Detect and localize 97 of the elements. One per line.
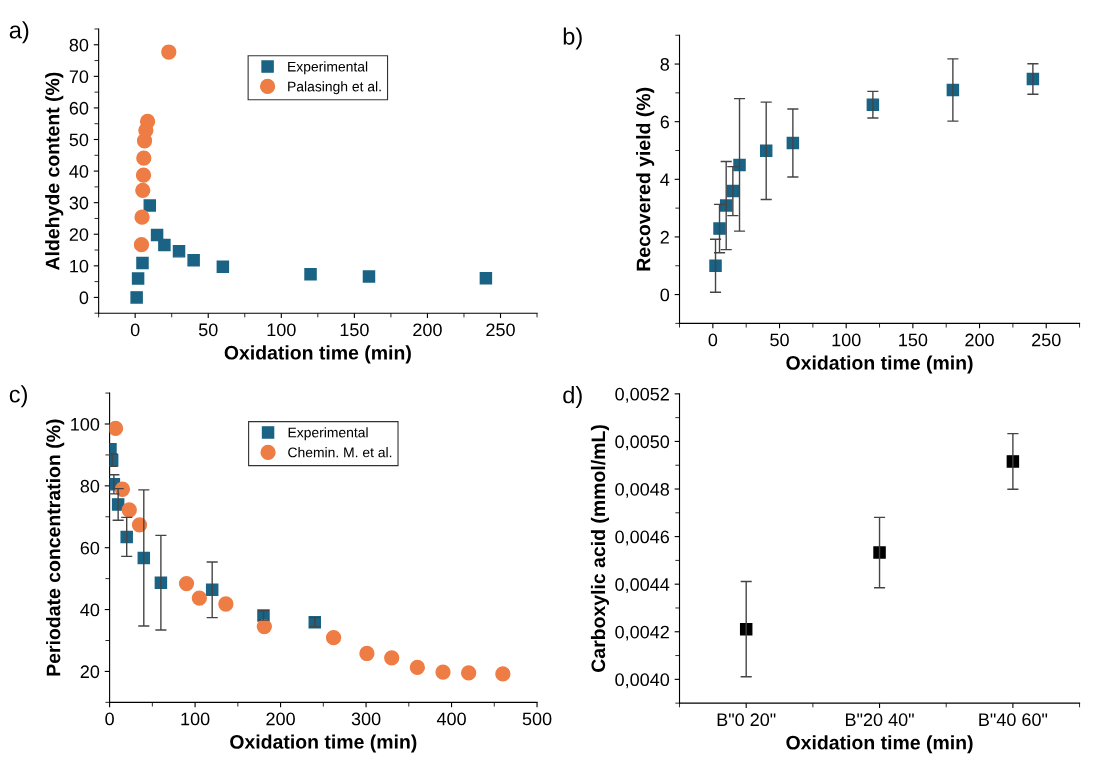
- x-tick-label: 150: [899, 333, 928, 347]
- x-tick-label: 200: [266, 712, 295, 726]
- x-tick-label: B"0 20": [717, 713, 776, 727]
- point: [133, 237, 150, 253]
- point: [135, 167, 152, 183]
- x-tick-label: 250: [486, 323, 515, 337]
- x-tick-label: 0: [130, 323, 140, 337]
- x-tick-label: 0: [708, 333, 718, 347]
- x-axis-title: Oxidation time (min): [786, 355, 973, 374]
- chart-title: b): [563, 27, 582, 50]
- point: [121, 502, 137, 518]
- y-tick-label: 60: [69, 101, 89, 115]
- y-tick-label: 0: [79, 291, 89, 305]
- y-axis-title: Carboxylic acid (mmol/mL): [590, 425, 610, 672]
- point: [178, 575, 195, 592]
- point: [109, 420, 124, 436]
- point: [135, 182, 151, 198]
- y-tick-label: 20: [80, 665, 100, 679]
- point: [409, 659, 425, 676]
- x-tick-label: 50: [770, 333, 789, 347]
- x-tick-label: 400: [436, 712, 466, 726]
- x-tick-label: 200: [965, 333, 994, 347]
- chart-title: d): [563, 386, 582, 409]
- point: [479, 271, 493, 285]
- y-tick-label: 4: [660, 173, 670, 186]
- y-tick-label: 2: [660, 230, 669, 244]
- y-tick-label: 0,0042: [615, 625, 669, 641]
- point: [218, 596, 234, 612]
- point: [143, 199, 157, 212]
- point: [495, 666, 511, 682]
- point: [131, 272, 145, 285]
- y-tick-label: 0,0048: [615, 482, 670, 498]
- y-tick-label: 8: [660, 57, 670, 71]
- point: [158, 238, 171, 252]
- x-tick-label: B"40 60": [979, 713, 1048, 727]
- point: [461, 665, 477, 681]
- y-tick-label: 0,0044: [615, 578, 670, 594]
- x-tick-label: B"20 40": [846, 713, 914, 727]
- x-tick-label: 100: [832, 333, 861, 347]
- y-tick-label: 100: [71, 417, 100, 431]
- point: [172, 245, 186, 258]
- y-axis-title: Periodate concentration (%): [46, 419, 65, 676]
- x-tick-label: 100: [181, 712, 210, 726]
- y-tick-label: 70: [69, 70, 89, 84]
- x-tick-label: 50: [198, 323, 218, 337]
- point: [191, 590, 208, 606]
- y-axis-title: Aldehyde content (%): [45, 72, 64, 270]
- point: [435, 664, 451, 680]
- y-tick-label: 20: [69, 228, 89, 241]
- y-tick-label: 80: [80, 479, 100, 493]
- y-tick-label: 0,0046: [615, 530, 670, 546]
- legend-label: Experimental: [288, 427, 368, 441]
- x-tick-label: 200: [413, 323, 442, 337]
- point: [304, 268, 317, 281]
- y-tick-label: 0,0052: [615, 387, 669, 403]
- x-tick-label: 250: [1032, 333, 1061, 347]
- y-tick-label: 10: [70, 259, 89, 273]
- x-axis-title: Oxidation time (min): [786, 735, 973, 754]
- point: [362, 270, 376, 283]
- point: [325, 630, 342, 646]
- point: [134, 209, 150, 225]
- y-tick-label: 0: [660, 288, 670, 302]
- y-tick-label: 40: [69, 165, 89, 178]
- point: [359, 645, 375, 662]
- x-tick-label: 300: [351, 712, 381, 726]
- x-axis-title: Oxidation time (min): [224, 345, 411, 364]
- chart-title: c): [9, 385, 27, 408]
- y-axis-title: Recovered yield (%): [636, 87, 655, 271]
- point: [187, 253, 200, 267]
- y-tick-label: 40: [80, 603, 100, 617]
- point: [873, 546, 886, 559]
- y-tick-label: 0,0040: [615, 673, 670, 689]
- x-tick-label: 0: [105, 712, 114, 726]
- x-tick-label: 150: [340, 323, 369, 337]
- point: [136, 150, 152, 166]
- x-axis-title: Oxidation time (min): [230, 734, 417, 753]
- point: [131, 517, 148, 533]
- chart-title: a): [9, 21, 29, 44]
- point: [136, 256, 149, 270]
- x-tick-label: 500: [522, 712, 552, 726]
- point: [120, 530, 133, 544]
- y-tick-label: 6: [660, 115, 670, 129]
- legend-label: Palasingh et al.: [288, 81, 381, 95]
- point: [256, 618, 272, 635]
- point: [161, 44, 177, 60]
- point: [216, 260, 230, 274]
- legend-label: Chemin. M. et al.: [288, 447, 392, 458]
- point: [130, 291, 143, 304]
- y-tick-label: 80: [69, 38, 89, 52]
- y-tick-label: 30: [69, 196, 89, 210]
- y-tick-label: 60: [80, 541, 100, 555]
- x-tick-label: 100: [267, 323, 296, 337]
- point: [384, 650, 400, 666]
- legend-label: Experimental: [288, 61, 368, 75]
- y-tick-label: 0,0050: [615, 435, 670, 451]
- y-tick-label: 50: [69, 133, 89, 147]
- point: [136, 133, 153, 149]
